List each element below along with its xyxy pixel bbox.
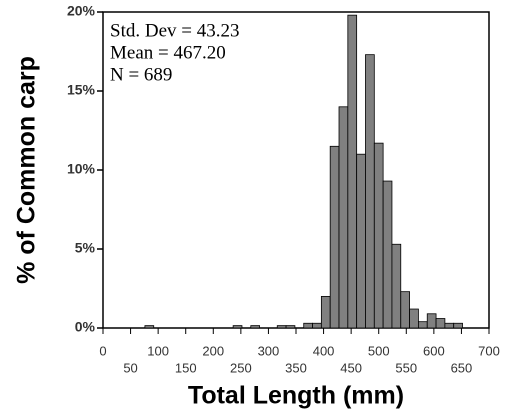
y-tick-label: 10% [67, 161, 96, 177]
bar [250, 325, 261, 329]
bar [285, 325, 296, 329]
bar [303, 322, 313, 329]
y-axis-title: % of Common carp [13, 56, 41, 284]
x-tick-label: 650 [451, 360, 473, 375]
x-tick-label: 700 [478, 343, 500, 358]
bar [365, 54, 375, 329]
bar [409, 308, 419, 329]
y-tick-label: 15% [67, 82, 96, 98]
bar [347, 14, 358, 329]
x-tick-label: 300 [258, 343, 280, 358]
annotation: N = 689 [110, 64, 172, 85]
x-tick-label: 500 [368, 343, 390, 358]
bar [312, 322, 322, 329]
bar [329, 145, 340, 329]
x-tick-label: 350 [285, 360, 307, 375]
y-tick-label: 20% [67, 3, 96, 19]
annotation: Std. Dev = 43.23 [110, 20, 239, 41]
bar [391, 243, 402, 329]
x-tick-label: 100 [147, 343, 169, 358]
x-tick-label: 50 [123, 360, 137, 375]
bar [400, 291, 410, 329]
x-axis-title: Total Length (mm) [188, 382, 404, 410]
x-tick-label: 400 [313, 343, 335, 358]
y-tick-label: 0% [75, 319, 96, 335]
bar [418, 321, 428, 329]
bar [426, 313, 437, 329]
bar [453, 322, 463, 329]
bar [320, 295, 331, 329]
bar [382, 180, 393, 329]
x-tick-label: 600 [423, 343, 445, 358]
x-tick-label: 550 [395, 360, 417, 375]
bar [356, 153, 366, 329]
bar [276, 325, 287, 329]
annotation: Mean = 467.20 [110, 42, 226, 63]
bar [373, 142, 384, 329]
x-tick-label: 450 [340, 360, 362, 375]
bar [144, 325, 155, 329]
x-tick-label: 250 [230, 360, 252, 375]
bar [232, 325, 243, 329]
x-tick-label: 150 [175, 360, 197, 375]
x-tick-label: 200 [202, 343, 224, 358]
y-tick-label: 5% [75, 240, 96, 256]
bar [338, 106, 349, 329]
x-tick-label: 0 [99, 343, 106, 358]
bar [444, 322, 455, 329]
bar [435, 318, 446, 329]
